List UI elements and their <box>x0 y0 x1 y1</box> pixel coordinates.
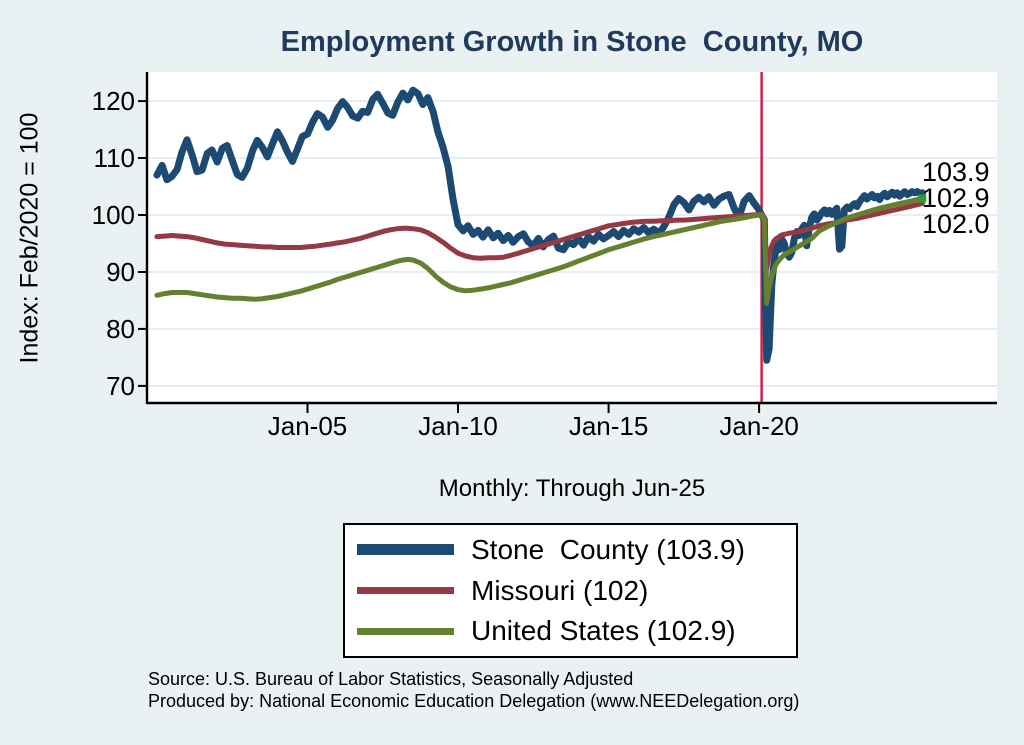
end-label-united-states: 102.9 <box>922 183 990 213</box>
legend-label-united-states: United States (102.9) <box>471 615 736 647</box>
end-label-missouri: 102.0 <box>922 209 990 239</box>
legend-swatch-united-states <box>357 627 454 635</box>
y-tick-label: 90 <box>106 256 135 287</box>
legend-label-missouri: Missouri (102) <box>471 574 649 606</box>
y-tick-label: 70 <box>106 370 135 401</box>
x-tick-label: Jan-20 <box>719 411 799 441</box>
y-axis-title: Index: Feb/2020 = 100 <box>15 112 44 364</box>
chart-subtitle: Monthly: Through Jun-25 <box>438 475 706 502</box>
series-line-united-states <box>154 196 925 306</box>
y-tick-label: 110 <box>93 143 135 174</box>
x-tick-label: Jan-05 <box>267 411 348 441</box>
y-tick-label: 100 <box>91 199 135 230</box>
series-line-missouri <box>154 201 925 272</box>
y-tick-label: 120 <box>91 86 135 117</box>
source-line-1: Source: U.S. Bureau of Labor Statistics,… <box>148 669 634 689</box>
us-endpoint-marker <box>918 194 927 203</box>
series-line-stone-county <box>153 86 926 364</box>
legend-swatch-stone-county <box>357 544 454 556</box>
legend-item-united-states: United States (102.9) <box>357 615 796 647</box>
source-line-2: Produced by: National Economic Education… <box>148 691 800 711</box>
chart-title: Employment Growth in Stone County, MO <box>280 26 864 58</box>
x-tick-label: Jan-10 <box>418 411 498 441</box>
y-tick-label: 80 <box>106 313 135 344</box>
legend-box: Stone County (103.9) Missouri (102) Unit… <box>343 523 798 658</box>
legend-item-missouri: Missouri (102) <box>357 575 796 607</box>
x-tick-label: Jan-15 <box>568 411 649 441</box>
source-note: Source: U.S. Bureau of Labor Statistics,… <box>148 668 799 712</box>
legend-label-stone-county: Stone County (103.9) <box>471 533 745 565</box>
end-label-stone-county: 103.9 <box>922 157 990 187</box>
legend-swatch-missouri <box>357 587 454 594</box>
legend-item-stone-county: Stone County (103.9) <box>357 534 796 566</box>
